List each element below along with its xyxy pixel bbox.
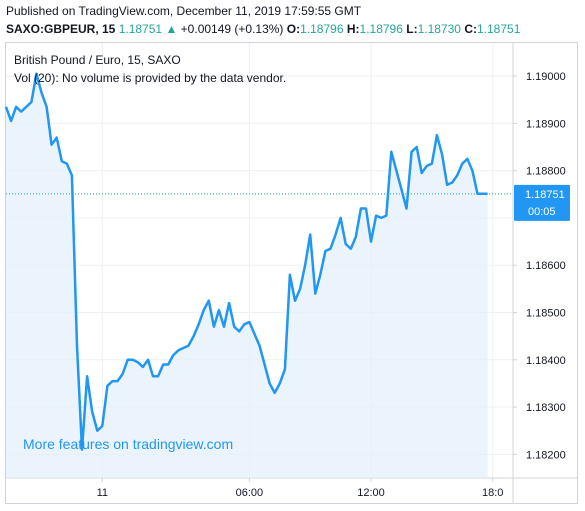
promo-link[interactable]: More features on tradingview.com <box>23 436 234 452</box>
y-tick-label: 1.18200 <box>526 449 566 461</box>
x-tick-label: 06:00 <box>236 487 264 499</box>
low-value: 1.18730 <box>417 22 461 36</box>
x-tick-label: 12:00 <box>357 487 385 499</box>
y-tick-label: 1.18500 <box>526 308 566 320</box>
volume-note: Vol (20): No volume is provided by the d… <box>14 71 287 85</box>
close-label: C: <box>464 22 477 36</box>
symbol-label: SAXO:GBPEUR, 15 <box>6 22 116 36</box>
y-tick-label: 1.18800 <box>526 166 566 178</box>
high-label: H: <box>346 22 360 36</box>
close-value: 1.18751 <box>476 22 521 36</box>
chart-frame <box>5 42 578 504</box>
y-tick-label: 1.18600 <box>526 260 566 272</box>
last-price: 1.18751 <box>118 22 163 36</box>
x-tick-label: 18:0 <box>482 487 503 499</box>
low-label: L: <box>406 22 418 36</box>
x-tick-label: 11 <box>97 487 108 499</box>
bar-countdown: 00:05 <box>528 206 556 218</box>
change-up-icon: ▲ <box>165 22 178 36</box>
y-tick-label: 1.19000 <box>526 71 566 83</box>
open-value: 1.18796 <box>300 22 344 36</box>
change-value: +0.00149 (+0.13%) <box>180 22 284 36</box>
y-tick-label: 1.18400 <box>526 355 566 367</box>
last-price-badge <box>514 184 570 221</box>
price-area-fill <box>6 73 488 478</box>
last-price-badge-value: 1.18751 <box>525 189 565 201</box>
y-tick-label: 1.18900 <box>526 118 566 130</box>
ohlc-header: SAXO:GBPEUR, 15 1.18751 ▲ +0.00149 (+0.1… <box>6 22 520 36</box>
published-caption: Published on TradingView.com, December 1… <box>6 4 362 18</box>
y-tick-label: 1.18300 <box>526 402 566 414</box>
high-value: 1.18796 <box>359 22 403 36</box>
price-series-line <box>4 72 488 451</box>
chart-legend-title: British Pound / Euro, 15, SAXO <box>14 53 181 67</box>
open-label: O: <box>286 22 301 36</box>
